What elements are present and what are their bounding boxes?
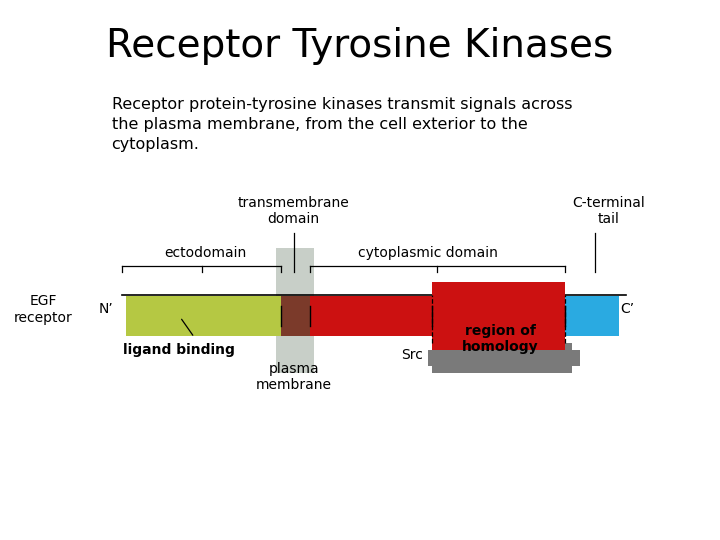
Text: region of
homology: region of homology <box>462 324 539 354</box>
Text: Src: Src <box>402 348 423 362</box>
Text: plasma
membrane: plasma membrane <box>256 362 332 392</box>
Text: cytoplasmic domain: cytoplasmic domain <box>359 246 498 260</box>
Text: ligand binding: ligand binding <box>122 343 235 357</box>
Text: C’: C’ <box>621 302 635 316</box>
Bar <box>281 296 310 336</box>
Bar <box>276 248 314 373</box>
Text: EGF
receptor: EGF receptor <box>14 294 73 325</box>
Text: Receptor Tyrosine Kinases: Receptor Tyrosine Kinases <box>107 27 613 65</box>
Text: ectodomain: ectodomain <box>164 246 246 260</box>
Text: N’: N’ <box>99 302 114 316</box>
Text: Receptor protein-tyrosine kinases transmit signals across
the plasma membrane, f: Receptor protein-tyrosine kinases transm… <box>112 97 572 152</box>
Text: transmembrane
domain: transmembrane domain <box>238 195 350 226</box>
Bar <box>432 343 572 373</box>
Bar <box>432 282 565 350</box>
Bar <box>570 350 580 366</box>
Bar <box>310 296 432 336</box>
Bar <box>565 296 619 336</box>
Bar <box>428 350 438 366</box>
Bar <box>126 296 281 336</box>
Text: C-terminal
tail: C-terminal tail <box>572 195 645 226</box>
